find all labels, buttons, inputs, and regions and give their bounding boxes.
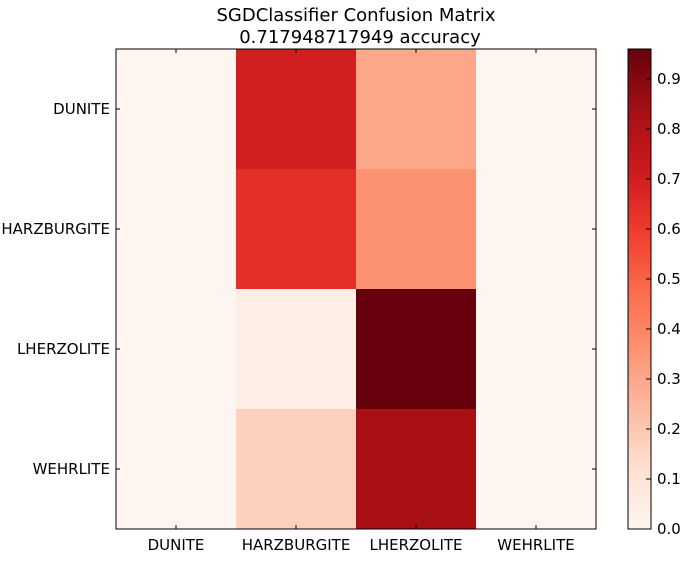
y-tick-labels: DUNITE HARZBURGITE LHERZOLITE WEHRLITE bbox=[1, 100, 110, 478]
chart-subtitle: 0.717948717949 accuracy bbox=[239, 27, 481, 48]
y-tick-label: WEHRLITE bbox=[33, 460, 110, 478]
colorbar-tick-label: 0.5 bbox=[657, 270, 681, 288]
heatmap-cell bbox=[236, 409, 357, 530]
plot-frame bbox=[115, 48, 597, 530]
axis-ticks bbox=[116, 49, 596, 529]
colorbar-ticks: 0.0 0.1 0.2 0.3 0.4 0.5 0.6 0.7 0.8 0.9 bbox=[646, 70, 681, 538]
colorbar-tick-label: 0.6 bbox=[657, 220, 681, 238]
colorbar-tick-label: 0.8 bbox=[657, 120, 681, 138]
x-tick-label: LHERZOLITE bbox=[369, 536, 462, 554]
colorbar bbox=[627, 48, 652, 530]
heatmap-cell bbox=[356, 49, 477, 170]
x-tick-label: HARZBURGITE bbox=[242, 536, 351, 554]
heatmap-cell bbox=[116, 49, 237, 170]
colorbar-tick-label: 0.2 bbox=[657, 420, 681, 438]
colorbar-tick-label: 0.3 bbox=[657, 370, 681, 388]
y-tick-label: LHERZOLITE bbox=[17, 340, 110, 358]
x-tick-labels: DUNITE HARZBURGITE LHERZOLITE WEHRLITE bbox=[148, 536, 575, 554]
heatmap-cell bbox=[356, 289, 477, 410]
heatmap-cell bbox=[116, 409, 237, 530]
y-tick-label: DUNITE bbox=[53, 100, 110, 118]
colorbar-tick-label: 0.9 bbox=[657, 70, 681, 88]
heatmap-cell bbox=[476, 289, 597, 410]
heatmap-cell bbox=[476, 49, 597, 170]
colorbar-tick-label: 0.7 bbox=[657, 170, 681, 188]
heatmap-cell bbox=[236, 49, 357, 170]
x-tick-label: WEHRLITE bbox=[497, 536, 574, 554]
colorbar-tick-label: 0.1 bbox=[657, 470, 681, 488]
heatmap-cell bbox=[356, 409, 477, 530]
heatmap-cell bbox=[236, 289, 357, 410]
heatmap-cell bbox=[236, 169, 357, 290]
y-tick-label: HARZBURGITE bbox=[1, 220, 110, 238]
chart-title: SGDClassifier Confusion Matrix bbox=[216, 5, 495, 26]
heatmap-cells bbox=[116, 49, 597, 530]
heatmap-cell bbox=[476, 169, 597, 290]
x-tick-label: DUNITE bbox=[148, 536, 205, 554]
heatmap-cell bbox=[116, 289, 237, 410]
heatmap-cell bbox=[476, 409, 597, 530]
heatmap-cell bbox=[116, 169, 237, 290]
heatmap-cell bbox=[356, 169, 477, 290]
colorbar-tick-label: 0.0 bbox=[657, 520, 681, 538]
colorbar-tick-label: 0.4 bbox=[657, 320, 681, 338]
